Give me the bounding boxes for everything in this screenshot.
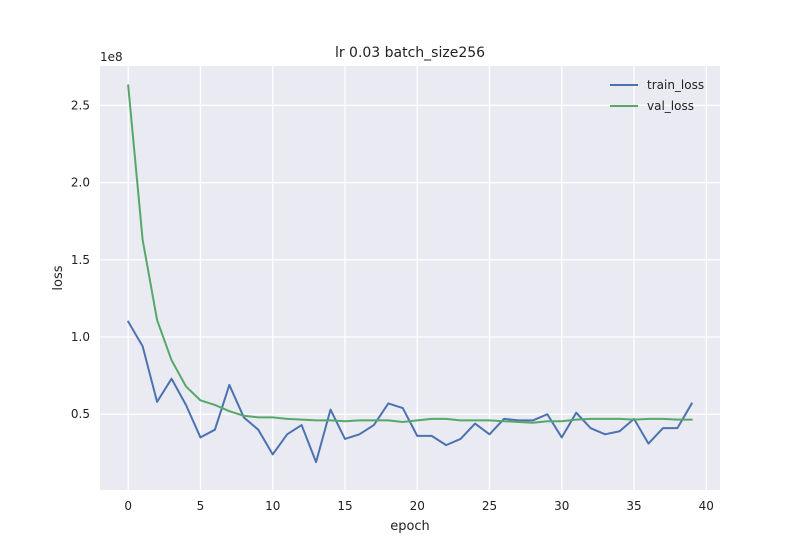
x-tick-label: 10 [265, 499, 280, 513]
x-axis-ticks: 0 5 10 15 20 25 30 35 40 [124, 499, 714, 513]
y-axis-label: loss [51, 265, 66, 290]
x-tick-label: 5 [197, 499, 205, 513]
y-tick-label: 1.5 [71, 253, 90, 267]
y-tick-label: 2.5 [71, 98, 90, 112]
plot-background [100, 66, 720, 490]
y-axis-ticks: 0.5 1.0 1.5 2.0 2.5 [71, 98, 90, 421]
x-tick-label: 0 [124, 499, 132, 513]
x-tick-label: 25 [482, 499, 497, 513]
x-tick-label: 40 [699, 499, 714, 513]
x-tick-label: 15 [337, 499, 352, 513]
legend-label-val-loss: val_loss [647, 99, 694, 113]
x-tick-label: 35 [626, 499, 641, 513]
x-axis-label: epoch [390, 519, 430, 534]
chart-title: lr 0.03 batch_size256 [335, 45, 485, 61]
legend-label-train-loss: train_loss [647, 78, 704, 92]
x-tick-label: 30 [554, 499, 569, 513]
y-tick-label: 2.0 [71, 176, 90, 190]
y-tick-label: 1.0 [71, 330, 90, 344]
y-axis-offset-label: 1e8 [100, 50, 123, 64]
y-tick-label: 0.5 [71, 407, 90, 421]
x-tick-label: 20 [410, 499, 425, 513]
